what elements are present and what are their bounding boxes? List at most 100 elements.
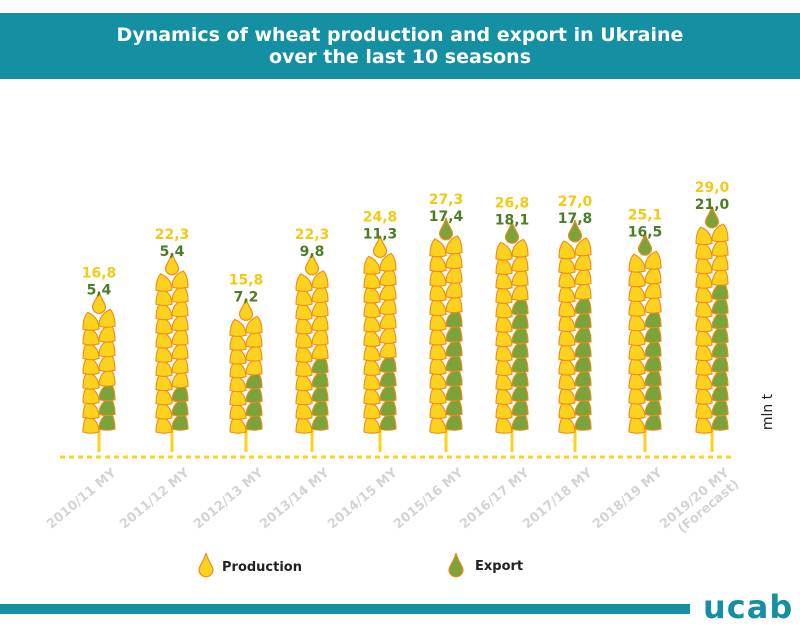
wheat-kernel-left: [82, 341, 100, 361]
wheat-kernel-right: [574, 237, 592, 257]
legend-export-label: Export: [475, 559, 524, 574]
wheat-stem: [710, 427, 714, 452]
wheat-kernel-left: [628, 356, 646, 376]
wheat-kernel-right: [511, 296, 529, 316]
wheat-kernel-left: [155, 386, 173, 406]
wheat-kernel-left: [495, 357, 513, 377]
wheat-kernel-right: [511, 383, 529, 402]
wheat-kernel-right: [511, 267, 529, 287]
wheat-kernel-left: [155, 330, 173, 349]
wheat-kernel-left: [429, 385, 447, 405]
wheat-stem: [170, 427, 174, 452]
wheat-kernel-right: [711, 368, 729, 388]
wheat-kernel-left: [155, 273, 173, 292]
wheat-kernel-right: [311, 383, 329, 403]
wheat-kernel-left: [229, 415, 247, 434]
wheat-kernel-left: [429, 341, 447, 361]
wheat-kernel-left: [295, 344, 313, 363]
wheat-kernel-right: [511, 397, 529, 417]
wheat-kernel-right: [445, 279, 463, 299]
wheat-top-drop: [637, 233, 653, 256]
wheat-kernel-left: [295, 273, 313, 292]
wheat-kernel-right: [311, 397, 329, 417]
wheat-kernel-right: [445, 249, 463, 270]
wheat-kernel-left: [229, 387, 247, 407]
wheat-stem: [244, 427, 248, 452]
wheat-stem: [510, 427, 514, 452]
wheat-kernel-right: [98, 382, 116, 402]
wheat-kernel-left: [628, 326, 646, 346]
wheat-kernel-right: [379, 397, 397, 417]
wheat-kernel-right: [711, 281, 729, 301]
wheat-kernel-left: [295, 358, 313, 378]
wheat-kernel-right: [644, 323, 662, 343]
wheat-kernel-left: [229, 332, 247, 351]
x-tick-label-text: 2017/18 MY: [520, 465, 596, 532]
wheat-top-drop: [164, 252, 180, 276]
wheat-kernel-left: [495, 256, 513, 276]
production-value-label: 22,3: [155, 227, 190, 243]
wheat-kernel-right: [644, 411, 662, 431]
wheat-kernel-left: [429, 326, 447, 346]
wheat-kernel-right: [711, 252, 729, 272]
wheat-kernel-left: [558, 414, 576, 434]
wheat-kernel-left: [558, 327, 576, 347]
wheat-kernel-right: [511, 339, 529, 359]
wheat-kernel-left: [495, 241, 513, 261]
wheat-kernel-left: [229, 374, 247, 393]
production-value-label: 15,8: [229, 272, 264, 288]
wheat-kernel-left: [82, 311, 100, 331]
wheat-kernel-right: [245, 384, 263, 404]
wheat-kernel-left: [495, 371, 513, 391]
wheat-kernel-right: [574, 280, 592, 300]
x-tick-label: 2014/15 MY: [325, 465, 401, 532]
wheat-kernel-left: [628, 282, 646, 303]
wheat-kernel-right: [511, 368, 529, 388]
wheat-kernel-left: [558, 254, 576, 274]
wheat-kernel-right: [98, 323, 116, 343]
wheat-kernel-left: [628, 312, 646, 332]
wheat-kernel-right: [574, 397, 592, 417]
wheat-stem: [97, 427, 101, 452]
wheat-kernel-left: [558, 298, 576, 318]
wheat-kernel-right: [574, 339, 592, 359]
wheat-kernel-right: [245, 371, 263, 390]
wheat-kernel-left: [695, 269, 713, 289]
wheat-kernel-right: [379, 252, 397, 272]
wheat-kernel-right: [511, 282, 529, 301]
wheat-kernel-right: [445, 308, 463, 328]
wheat-kernel-right: [644, 309, 662, 329]
wheat-kernel-left: [229, 401, 247, 420]
wheat-kernel-left: [495, 285, 513, 304]
wheat-kernel-left: [429, 311, 447, 331]
export-value-label: 7,2: [234, 289, 259, 305]
wheat-kernel-right: [98, 352, 116, 373]
wheat-top-drop: [238, 298, 254, 321]
wheat-kernel-left: [558, 269, 576, 289]
x-tick-label-text: 2012/13 MY: [191, 465, 267, 532]
wheat-top-drop: [91, 291, 107, 314]
wheat-top-drop: [304, 252, 320, 276]
wheat-top-drop: [438, 217, 454, 241]
export-value-label: 11,3: [363, 226, 398, 242]
wheat-kernel-right: [311, 284, 329, 304]
wheat-kernel-right: [511, 354, 529, 374]
wheat-kernel-right: [171, 327, 189, 346]
wheat-kernel-left: [495, 270, 513, 290]
wheat-kernel-left: [429, 414, 447, 434]
wheat-kernel-left: [628, 414, 646, 434]
wheat-kernel-right: [711, 310, 729, 330]
wheat-kernel-right: [379, 368, 397, 388]
wheat-kernel-left: [295, 287, 313, 307]
wheat-kernel-left: [429, 238, 447, 258]
wheat-kernel-right: [445, 411, 463, 431]
wheat-kernel-left: [628, 268, 646, 288]
x-tick-label: 2018/19 MY: [590, 465, 666, 532]
wheat-kernel-right: [98, 308, 116, 328]
wheat-kernel-left: [695, 342, 713, 362]
wheat-kernel-right: [644, 265, 662, 285]
wheat-kernel-left: [363, 357, 381, 376]
wheat-top-drop: [504, 221, 520, 244]
x-tick-label-text: 2019/20 MY(Forecast): [657, 465, 743, 544]
